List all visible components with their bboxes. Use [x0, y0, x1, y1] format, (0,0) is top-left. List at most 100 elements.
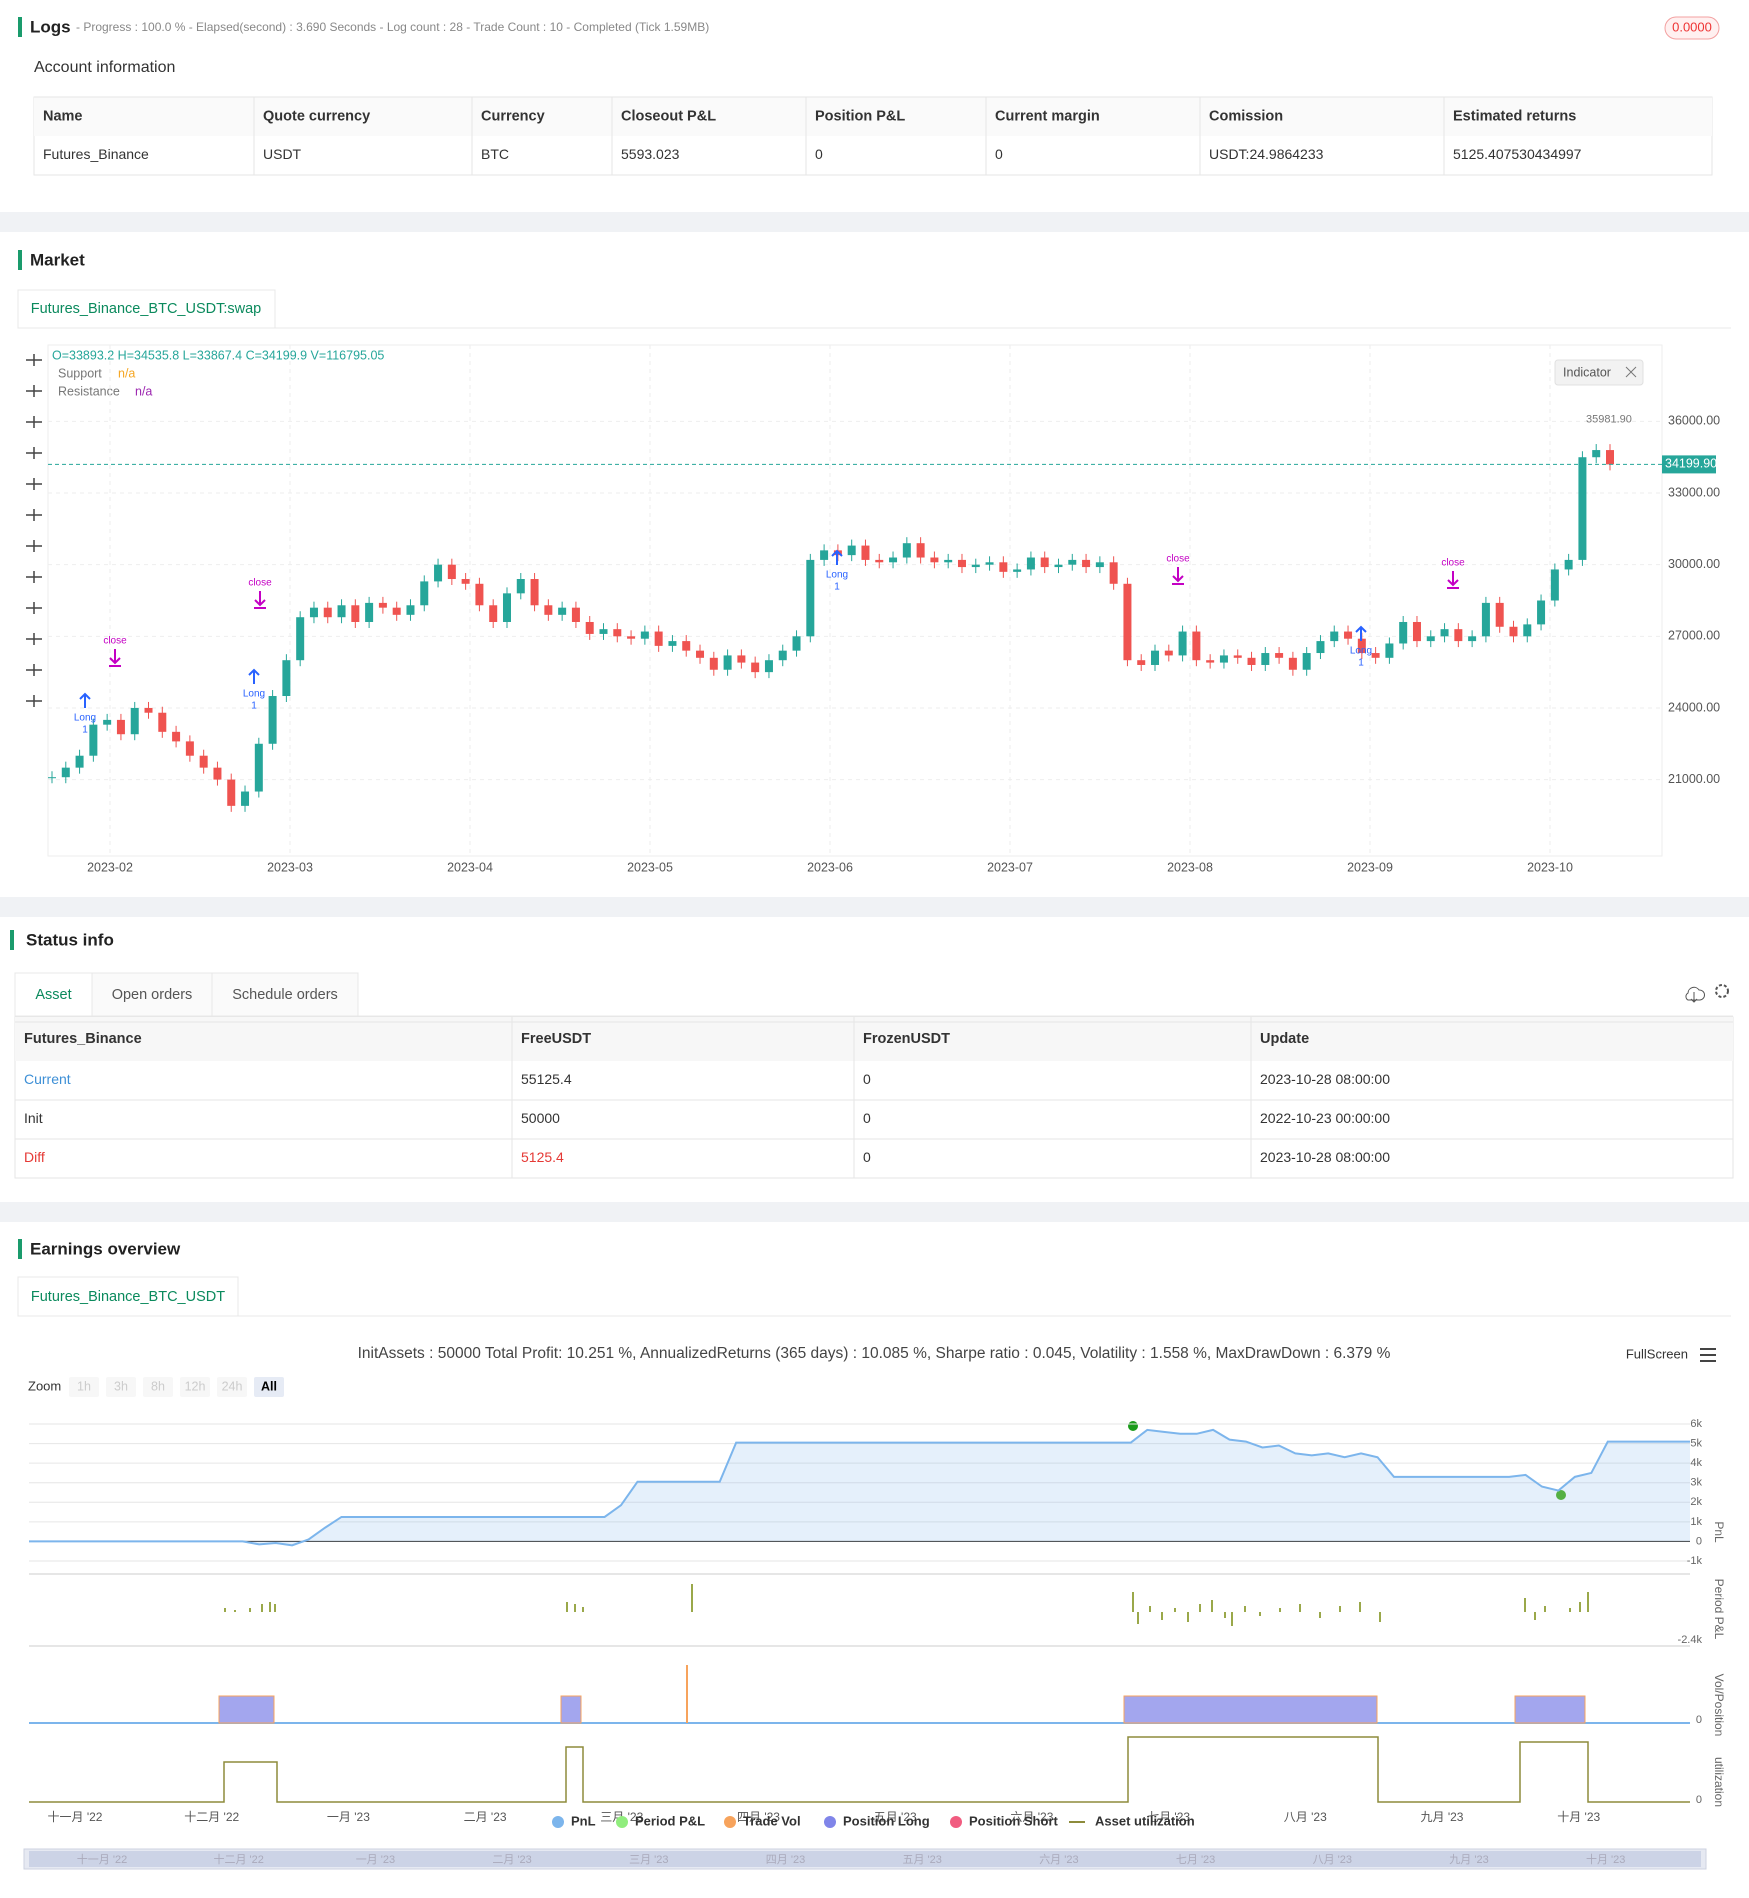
tool-icon[interactable] [26, 478, 42, 490]
legend-label[interactable]: Trade Vol [743, 1813, 801, 1828]
candle [1426, 636, 1435, 642]
zoom-button-label[interactable]: 3h [114, 1379, 128, 1393]
tool-icon[interactable] [26, 602, 42, 614]
zero-tick: 0 [1696, 1794, 1702, 1806]
zoom-button[interactable] [254, 1377, 284, 1397]
icon[interactable] [1685, 986, 1706, 1003]
candle [1412, 621, 1421, 642]
candle [213, 767, 222, 780]
legend-marker[interactable] [950, 1816, 962, 1828]
table-cell: 0 [995, 146, 1003, 162]
tab[interactable] [17, 289, 276, 329]
zoom-button[interactable] [180, 1377, 210, 1397]
legend-marker[interactable] [824, 1816, 836, 1828]
zoom-button-label[interactable]: All [261, 1379, 277, 1393]
legend-marker[interactable] [552, 1816, 564, 1828]
y-tick-label: 21000.00 [1668, 772, 1720, 786]
legend-label[interactable]: Position Long [843, 1813, 930, 1828]
candle [365, 602, 374, 622]
candle [489, 605, 498, 622]
tab-label[interactable]: Futures_Binance_BTC_USDT [31, 1289, 225, 1305]
tool-icon[interactable] [26, 695, 42, 707]
zoom-button-label[interactable]: 12h [185, 1379, 206, 1393]
tool-icon[interactable] [26, 354, 42, 366]
signal-arrow [79, 692, 91, 708]
tab[interactable] [14, 972, 93, 1017]
indicator-label[interactable]: Indicator [1563, 365, 1611, 379]
y-tick-label: 2k [1690, 1496, 1702, 1508]
candle [268, 696, 277, 744]
legend-marker[interactable] [724, 1816, 736, 1828]
table-header: Name [43, 108, 83, 124]
navigator-range[interactable] [29, 1851, 1701, 1867]
x-tick-label: 2023-02 [87, 860, 133, 874]
x-tick-label: 2023-06 [807, 860, 853, 874]
tool-icon[interactable] [26, 540, 42, 552]
zoom-button[interactable] [69, 1377, 99, 1397]
zoom-button[interactable] [106, 1377, 136, 1397]
y-tick-label: 4k [1690, 1457, 1702, 1469]
signal-arrow [1172, 567, 1184, 585]
signal-arrow [248, 668, 260, 684]
tab[interactable] [211, 972, 359, 1017]
tab[interactable] [91, 972, 213, 1017]
candle [1082, 559, 1091, 568]
axis-title: Period P&L [1712, 1579, 1726, 1640]
fullscreen[interactable]: FullScreen [1626, 1346, 1688, 1361]
navigator-label: 八月 '23 [1313, 1854, 1352, 1866]
candle [1068, 559, 1077, 565]
x-tick-label: 六月 '23 [1010, 1810, 1053, 1824]
tab-label[interactable]: Open orders [112, 987, 193, 1003]
candle [309, 607, 318, 618]
tab-label[interactable]: Asset [35, 987, 71, 1003]
tool-icon[interactable] [26, 664, 42, 676]
candle [1275, 653, 1284, 658]
zoom-button[interactable] [217, 1377, 247, 1397]
icon[interactable] [1625, 366, 1637, 378]
tool-icon[interactable] [26, 385, 42, 397]
y-tick-label: 24000.00 [1668, 700, 1720, 714]
tool-icon[interactable] [26, 509, 42, 521]
table-cell: 55125.4 [521, 1071, 572, 1087]
legend-label[interactable]: Period P&L [635, 1813, 705, 1828]
axis-title: utilization [1712, 1757, 1726, 1807]
zoom-button-label[interactable]: 8h [151, 1379, 165, 1393]
zoom-button-label[interactable]: 1h [77, 1379, 91, 1393]
zoom-button[interactable] [143, 1377, 173, 1397]
tool-icon[interactable] [26, 447, 42, 459]
zoom-button-label[interactable]: 24h [222, 1379, 243, 1393]
candle [1206, 660, 1215, 663]
table-cell: USDT:24.9864233 [1209, 146, 1324, 162]
candle [544, 605, 553, 615]
candle [709, 657, 718, 670]
table-header: Update [1260, 1031, 1309, 1047]
icon[interactable] [1715, 984, 1729, 998]
header-bar [18, 250, 22, 270]
candle [820, 550, 829, 560]
legend-label[interactable]: Asset utilization [1095, 1813, 1195, 1828]
candle [902, 543, 911, 558]
table-cell: USDT [263, 146, 302, 162]
menu-icon[interactable] [1700, 1348, 1716, 1362]
table-header: FreeUSDT [521, 1031, 591, 1047]
navigator-label: 二月 '23 [492, 1854, 531, 1866]
tab[interactable] [17, 1276, 239, 1317]
header-bar [10, 930, 14, 950]
x-tick-label: 一月 '23 [327, 1810, 370, 1824]
legend-label[interactable]: Position Short [969, 1813, 1059, 1828]
legend-marker[interactable] [616, 1816, 628, 1828]
candle [1137, 660, 1146, 665]
signal-count: 1 [834, 582, 840, 593]
tool-icon[interactable] [26, 416, 42, 428]
tool-icon[interactable] [26, 633, 42, 645]
signal-arrow [831, 549, 843, 565]
x-tick-label: 八月 '23 [1284, 1810, 1327, 1824]
section-title: Earnings overview [30, 1239, 181, 1258]
candle [1178, 631, 1187, 656]
tab-label[interactable]: Futures_Binance_BTC_USDT:swap [31, 301, 262, 317]
tool-icon[interactable] [26, 571, 42, 583]
high-label: 35981.90 [1586, 414, 1632, 426]
tab-label[interactable]: Schedule orders [232, 987, 338, 1003]
legend-label[interactable]: PnL [571, 1813, 596, 1828]
indicator-button[interactable] [1554, 359, 1644, 386]
